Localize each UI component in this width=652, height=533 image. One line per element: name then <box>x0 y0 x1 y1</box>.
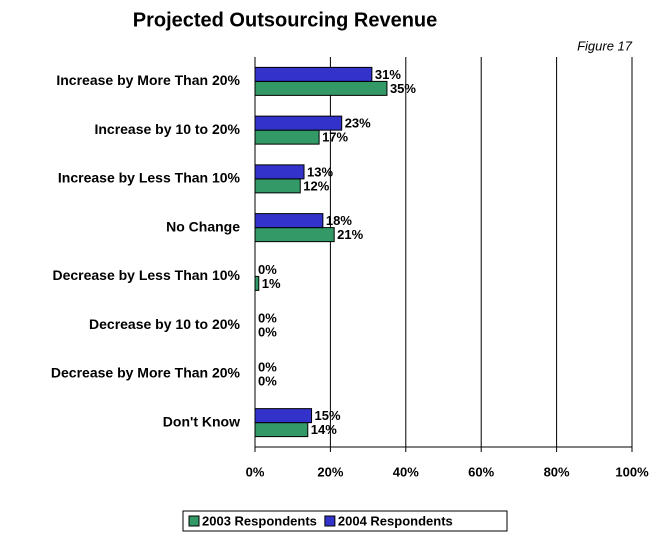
bar <box>254 408 313 424</box>
data-label: 23% <box>345 116 371 131</box>
data-label: 21% <box>337 227 363 242</box>
data-label: 13% <box>307 164 333 179</box>
data-label: 35% <box>390 81 416 96</box>
data-label: 0% <box>258 325 277 340</box>
x-tick-label: 60% <box>468 464 494 479</box>
data-label: 31% <box>375 67 401 82</box>
data-label: 0% <box>258 359 277 374</box>
chart-title: Projected Outsourcing Revenue <box>133 9 438 31</box>
y-tick-label: Decrease by More Than 20% <box>51 365 241 381</box>
x-tick-label: 80% <box>544 464 570 479</box>
bar <box>254 422 309 438</box>
annotation: Figure 17 <box>577 38 633 53</box>
legend-label: 2003 Respondents <box>202 513 317 528</box>
x-tick-label: 0% <box>246 464 265 479</box>
bar <box>254 129 320 145</box>
bar <box>254 227 335 243</box>
bar <box>254 115 343 131</box>
legend-swatch <box>188 515 200 527</box>
y-tick-label: No Change <box>166 218 240 234</box>
x-tick-label: 20% <box>317 464 343 479</box>
legend-swatch <box>324 515 336 527</box>
data-label: 18% <box>326 213 352 228</box>
data-label: 0% <box>258 262 277 277</box>
data-label: 12% <box>303 178 329 193</box>
x-tick-label: 40% <box>393 464 419 479</box>
data-label: 1% <box>262 276 281 291</box>
y-tick-label: Don't Know <box>163 413 240 429</box>
legend-box <box>182 510 508 532</box>
data-label: 0% <box>258 311 277 326</box>
y-tick-label: Increase by Less Than 10% <box>58 170 241 186</box>
legend-label: 2004 Respondents <box>338 513 453 528</box>
bar <box>254 66 373 82</box>
data-label: 15% <box>315 408 341 423</box>
bar <box>254 80 388 96</box>
y-tick-label: Decrease by 10 to 20% <box>89 316 241 332</box>
data-label: 17% <box>322 130 348 145</box>
y-tick-label: Increase by More Than 20% <box>56 72 240 88</box>
y-tick-label: Increase by 10 to 20% <box>94 121 240 137</box>
x-tick-label: 100% <box>615 464 649 479</box>
y-tick-label: Decrease by Less Than 10% <box>52 267 240 283</box>
bar <box>254 275 260 291</box>
data-label: 0% <box>258 373 277 388</box>
bar <box>254 178 301 194</box>
bar <box>254 213 324 229</box>
bar <box>254 164 305 180</box>
data-label: 14% <box>311 422 337 437</box>
